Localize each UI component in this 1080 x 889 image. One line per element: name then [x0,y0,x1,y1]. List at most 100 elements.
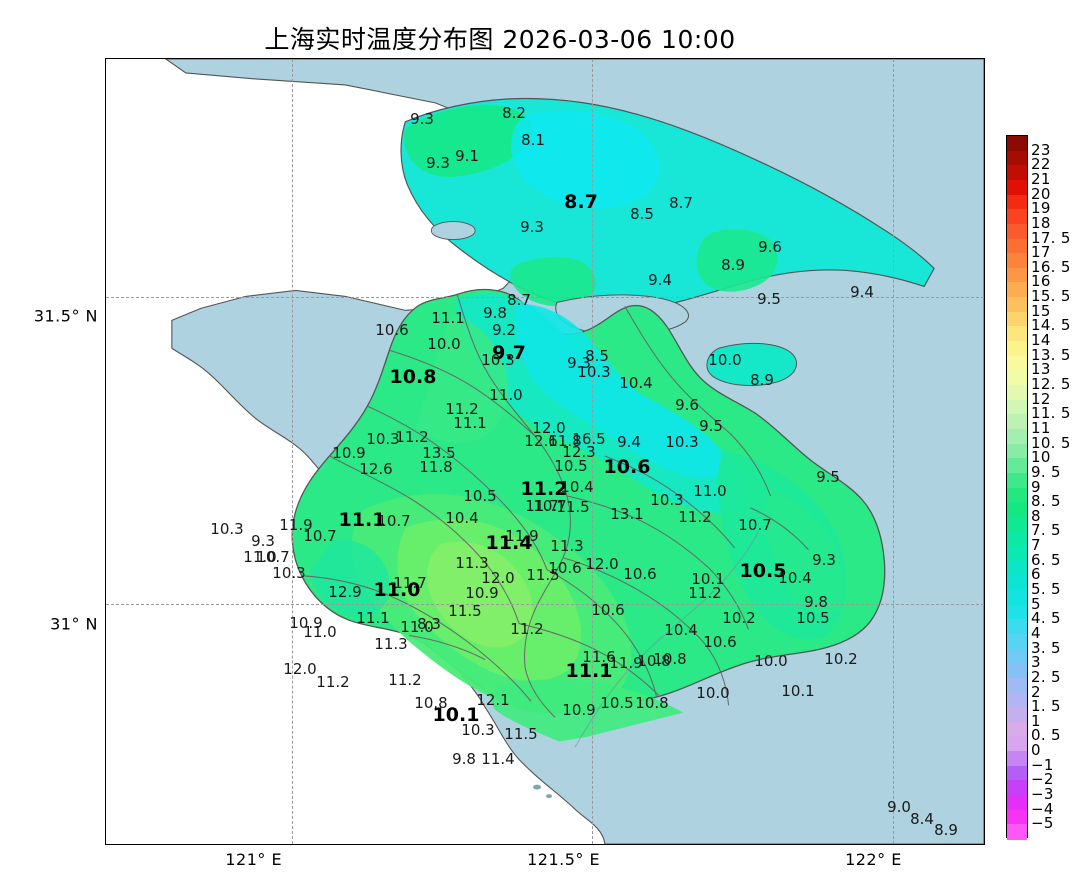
colorbar-tick-label: 17. 5 [1031,228,1071,247]
colorbar-tick-label: 11. 5 [1031,404,1071,423]
colorbar-tick-label: 5 [1031,594,1041,613]
colorbar-segment [1007,428,1027,445]
colorbar-segment [1007,736,1027,752]
colorbar-tick-label: −4 [1031,799,1054,818]
colorbar-tick-label: −5 [1031,814,1054,833]
colorbar-tick-label: 14. 5 [1031,316,1071,335]
colorbar-segment [1007,341,1027,357]
chongming-cool-patch [511,110,660,209]
colorbar-segment [1007,619,1027,635]
colorbar-segment [1007,780,1027,796]
colorbar-segment [1007,531,1027,547]
colorbar-tick-label: −2 [1031,770,1054,789]
colorbar-tick-label: 13 [1031,360,1051,379]
colorbar-tick-label: 12. 5 [1031,374,1071,393]
colorbar-tick-label: 7. 5 [1031,521,1061,540]
x-tick-label: 121° E [225,850,283,869]
colorbar-segment [1007,765,1027,781]
colorbar-segment [1007,414,1027,430]
colorbar-segment [1007,472,1027,489]
colorbar-tick-label: 22 [1031,155,1051,174]
colorbar-tick-label: 7 [1031,536,1041,555]
temperature-map-svg [106,59,984,844]
temperature-colorbar [1006,135,1028,840]
x-tick-label: 121.5° E [527,850,601,869]
colorbar-tick-label: 5. 5 [1031,580,1061,599]
chongming-warm-patch-south [510,257,597,307]
colorbar-tick-label: 12 [1031,389,1051,408]
colorbar-tick-label: 4. 5 [1031,609,1061,628]
colorbar-segment [1007,648,1027,664]
colorbar-tick-label: 6. 5 [1031,550,1061,569]
colorbar-segment [1007,297,1027,313]
colorbar-tick-label: 16. 5 [1031,257,1071,276]
colorbar-tick-label: 10. 5 [1031,433,1071,452]
colorbar-segment [1007,751,1027,767]
colorbar-segment [1007,707,1027,723]
chongming-warm-patch-east [696,229,778,292]
colorbar-tick-label: 10 [1031,448,1051,467]
hengsha-island [706,342,798,387]
colorbar-tick-label: 0 [1031,741,1041,760]
colorbar-tick-label: 8 [1031,506,1041,525]
colorbar-tick-label: 1. 5 [1031,697,1061,716]
colorbar-segment [1007,165,1027,181]
colorbar-segment [1007,443,1027,459]
colorbar-segment [1007,590,1027,606]
colorbar-tick-label: 0. 5 [1031,726,1061,745]
colorbar-segment [1007,824,1027,840]
colorbar-tick-label: −1 [1031,755,1054,774]
colorbar-tick-label: 20 [1031,184,1051,203]
colorbar-tick-label: 13. 5 [1031,345,1071,364]
colorbar-segment [1007,238,1027,254]
colorbar-segment [1007,253,1027,269]
colorbar-segment [1007,560,1027,576]
gridline-lon-121 [292,59,293,844]
colorbar-segment [1007,677,1027,694]
colorbar-segment [1007,575,1027,591]
gridline-lon-121-5 [592,59,593,844]
colorbar-segment [1007,546,1027,562]
colorbar-tick-label: 17 [1031,243,1051,262]
colorbar-tick-label: 6 [1031,565,1041,584]
colorbar-tick-label: −3 [1031,785,1054,804]
colorbar-segment [1007,194,1027,210]
gridline-lon-122 [893,59,894,844]
colorbar-segment [1007,795,1027,811]
colorbar-segment [1007,721,1027,738]
colorbar-tick-label: 3. 5 [1031,638,1061,657]
colorbar-segment [1007,399,1027,415]
colorbar-segment [1007,150,1027,166]
colorbar-tick-label: 1 [1031,711,1041,730]
colorbar-tick-label: 2 [1031,682,1041,701]
colorbar-tick-label: 9 [1031,477,1041,496]
colorbar-segment [1007,223,1027,240]
colorbar-segment [1007,267,1027,284]
colorbar-segment [1007,355,1027,371]
colorbar-tick-label: 11 [1031,418,1051,437]
colorbar-segment [1007,809,1027,825]
map-plot-area: 9.3 8.2 8.1 9.3 9.1 8.7 8.5 8.7 9.3 9.6 8.9 9.4 9.5 9… [105,58,985,845]
colorbar-tick-label: 4 [1031,623,1041,642]
colorbar-segment [1007,179,1027,196]
colorbar-segment [1007,516,1027,533]
colorbar-segment [1007,458,1027,474]
colorbar-tick-label: 9. 5 [1031,462,1061,481]
gridline-lat-31-5 [106,297,984,298]
y-tick-label: 31° N [50,614,98,634]
colorbar-segment [1007,136,1027,152]
colorbar-segment [1007,604,1027,620]
page-title: 上海实时温度分布图 2026-03-06 10:00 [264,25,736,54]
colorbar-segment [1007,209,1027,225]
colorbar-segment [1007,487,1027,503]
colorbar-tick-label: 21 [1031,169,1051,188]
colorbar-segment [1007,311,1027,327]
colorbar-tick-label: 15. 5 [1031,287,1071,306]
chongming-lagoon [430,221,476,240]
colorbar-tick-labels: 23 22 21 20 19 18 17. 5 17 16. 5 16 15. 5 15 14. 5 14… [1031,135,1079,838]
colorbar-segment [1007,502,1027,518]
colorbar-tick-label: 16 [1031,272,1051,291]
colorbar-segment [1007,384,1027,401]
colorbar-tick-label: 23 [1031,140,1051,159]
x-tick-label: 122° E [845,850,902,869]
